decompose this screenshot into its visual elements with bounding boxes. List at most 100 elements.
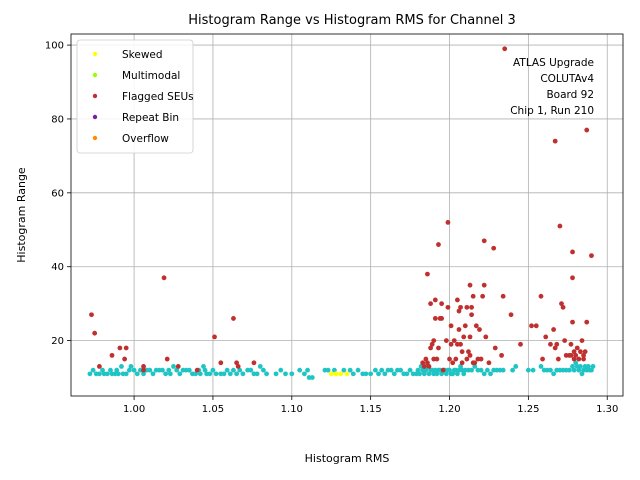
point-normal xyxy=(273,371,279,377)
point-flagged-seus xyxy=(502,46,508,52)
point-normal xyxy=(201,364,206,369)
point-normal xyxy=(478,367,484,373)
point-normal xyxy=(421,371,427,377)
point-flagged-seus xyxy=(557,223,563,229)
point-normal xyxy=(538,364,544,369)
point-flagged-seus xyxy=(425,360,430,366)
x-tick-label: 1.00 xyxy=(123,404,145,415)
point-normal xyxy=(114,367,120,373)
point-flagged-seus xyxy=(469,312,474,318)
point-flagged-seus xyxy=(552,138,558,144)
point-normal xyxy=(443,371,449,377)
x-tick-label: 1.20 xyxy=(438,404,460,415)
annotation-line: Chip 1, Run 210 xyxy=(510,105,594,117)
point-flagged-seus xyxy=(421,364,427,369)
point-flagged-seus xyxy=(584,319,590,325)
point-flagged-seus xyxy=(584,127,590,133)
point-normal xyxy=(576,367,582,373)
point-normal xyxy=(163,371,169,377)
point-normal xyxy=(150,371,156,377)
point-flagged-seus xyxy=(448,341,454,347)
point-flagged-seus xyxy=(428,301,433,307)
point-normal xyxy=(171,364,176,369)
point-flagged-seus xyxy=(581,356,586,362)
point-normal xyxy=(134,371,140,377)
y-tick-label: 60 xyxy=(51,188,64,199)
point-normal xyxy=(372,367,378,373)
point-flagged-seus xyxy=(559,301,564,307)
point-skewed xyxy=(344,371,350,377)
point-normal xyxy=(450,371,456,377)
point-normal xyxy=(193,371,198,377)
point-flagged-seus xyxy=(439,301,445,307)
point-flagged-seus xyxy=(461,334,467,340)
point-normal xyxy=(350,371,356,377)
point-normal xyxy=(566,367,572,373)
point-normal xyxy=(126,367,132,373)
point-normal xyxy=(510,367,515,373)
point-normal xyxy=(207,371,213,377)
annotation-line: ATLAS Upgrade xyxy=(513,57,594,69)
point-normal xyxy=(108,367,113,373)
point-normal xyxy=(585,364,591,369)
point-normal xyxy=(484,367,490,373)
point-normal xyxy=(221,371,227,377)
point-normal xyxy=(548,367,553,373)
point-normal xyxy=(382,371,388,377)
axis-ticks: 1.00 1.05 1.10 1.15 1.20 1.25 1.30 20 40 60 80 100 xyxy=(45,41,618,415)
point-flagged-seus xyxy=(194,367,200,373)
point-normal xyxy=(530,367,536,373)
point-flagged-seus xyxy=(117,345,123,351)
point-normal xyxy=(331,367,337,373)
point-flagged-seus xyxy=(440,367,446,373)
point-flagged-seus xyxy=(459,349,465,355)
point-normal xyxy=(461,371,467,377)
point-normal xyxy=(570,364,575,369)
point-flagged-seus xyxy=(464,356,470,362)
point-normal xyxy=(439,371,445,377)
point-flagged-seus xyxy=(570,319,575,325)
annotation-line: COLUTAv4 xyxy=(540,73,594,85)
point-flagged-seus xyxy=(478,356,484,362)
point-flagged-seus xyxy=(543,334,549,340)
point-flagged-seus xyxy=(453,356,459,362)
point-normal xyxy=(278,367,284,373)
point-normal xyxy=(115,371,121,377)
point-flagged-seus xyxy=(529,323,534,329)
annotation-line: Board 92 xyxy=(546,89,594,101)
point-flagged-seus xyxy=(122,356,128,362)
point-normal xyxy=(590,364,596,369)
point-normal xyxy=(404,371,410,377)
y-tick-label: 80 xyxy=(51,114,64,125)
point-normal xyxy=(472,364,478,369)
point-flagged-seus xyxy=(491,245,497,251)
point-normal xyxy=(96,371,102,377)
point-normal xyxy=(391,371,397,377)
point-normal xyxy=(213,371,219,377)
legend: Skewed Multimodal Flagged SEUs Repeat Bin Ov… xyxy=(76,39,194,154)
point-normal xyxy=(237,367,243,373)
y-tick-label: 20 xyxy=(51,336,64,347)
point-flagged-seus xyxy=(445,219,451,225)
point-flagged-seus xyxy=(576,356,582,362)
point-normal xyxy=(347,367,353,373)
point-flagged-seus xyxy=(432,297,438,303)
point-flagged-seus xyxy=(434,356,440,362)
point-flagged-seus xyxy=(473,323,479,329)
y-tick-label: 40 xyxy=(51,262,64,273)
point-normal xyxy=(174,367,180,373)
point-normal xyxy=(289,371,295,377)
point-normal xyxy=(231,367,236,373)
point-normal xyxy=(297,367,303,373)
point-flagged-seus xyxy=(518,341,523,347)
point-normal xyxy=(257,364,263,369)
point-flagged-seus xyxy=(486,360,492,366)
point-normal xyxy=(167,371,173,377)
point-flagged-seus xyxy=(123,345,129,351)
point-normal xyxy=(131,367,137,373)
point-flagged-seus xyxy=(462,323,468,329)
point-normal xyxy=(525,367,531,373)
point-normal xyxy=(104,371,110,377)
point-flagged-seus xyxy=(218,360,224,366)
point-flagged-seus xyxy=(568,352,574,358)
